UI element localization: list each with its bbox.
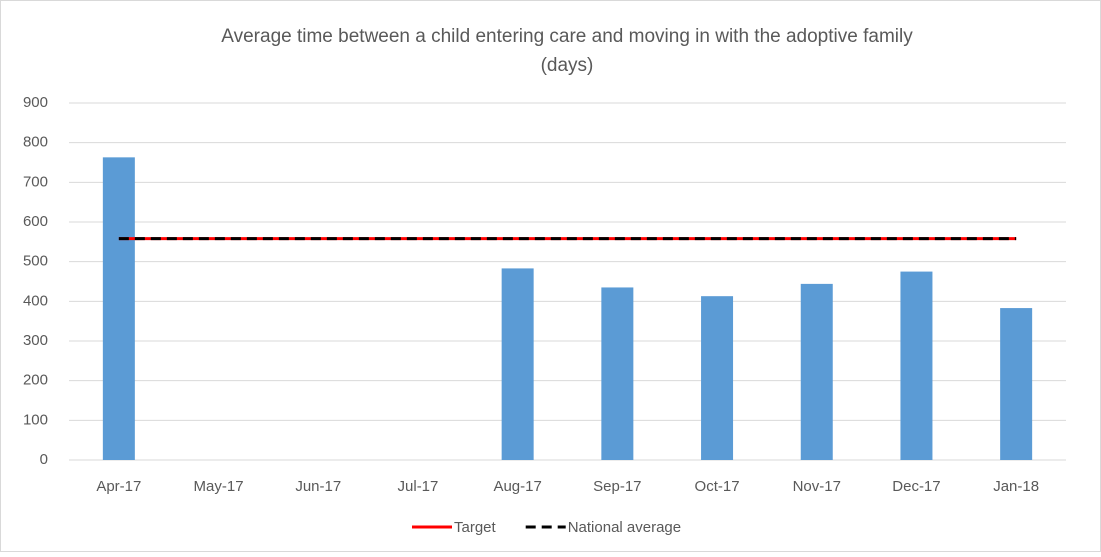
- y-tick-label: 400: [23, 292, 48, 309]
- x-tick-label: Jun-17: [295, 478, 341, 495]
- bar: [601, 287, 634, 460]
- x-tick-label: Jan-18: [993, 478, 1039, 495]
- bar: [800, 283, 833, 460]
- x-tick-label: May-17: [194, 478, 244, 495]
- legend-label: National average: [568, 519, 681, 536]
- x-tick-label: Apr-17: [96, 478, 141, 495]
- y-tick-label: 800: [23, 134, 48, 151]
- x-tick-label: Jul-17: [398, 478, 439, 495]
- bar: [900, 271, 933, 460]
- y-tick-label: 500: [23, 253, 48, 270]
- y-tick-label: 200: [23, 372, 48, 389]
- y-tick-label: 300: [23, 332, 48, 349]
- legend-label: Target: [454, 519, 497, 536]
- x-tick-label: Oct-17: [695, 478, 740, 495]
- bar: [501, 268, 534, 460]
- y-tick-label: 100: [23, 411, 48, 428]
- chart-title: (days): [541, 55, 594, 76]
- y-tick-label: 700: [23, 173, 48, 190]
- bar: [102, 157, 135, 461]
- x-tick-label: Sep-17: [593, 478, 641, 495]
- y-tick-label: 0: [40, 451, 48, 468]
- bar: [701, 296, 734, 460]
- x-tick-label: Dec-17: [892, 478, 940, 495]
- y-tick-label: 900: [23, 94, 48, 111]
- x-tick-label: Nov-17: [793, 478, 841, 495]
- y-tick-label: 600: [23, 213, 48, 230]
- bar: [1000, 308, 1033, 460]
- chart-title: Average time between a child entering ca…: [221, 26, 913, 47]
- x-tick-label: Aug-17: [493, 478, 541, 495]
